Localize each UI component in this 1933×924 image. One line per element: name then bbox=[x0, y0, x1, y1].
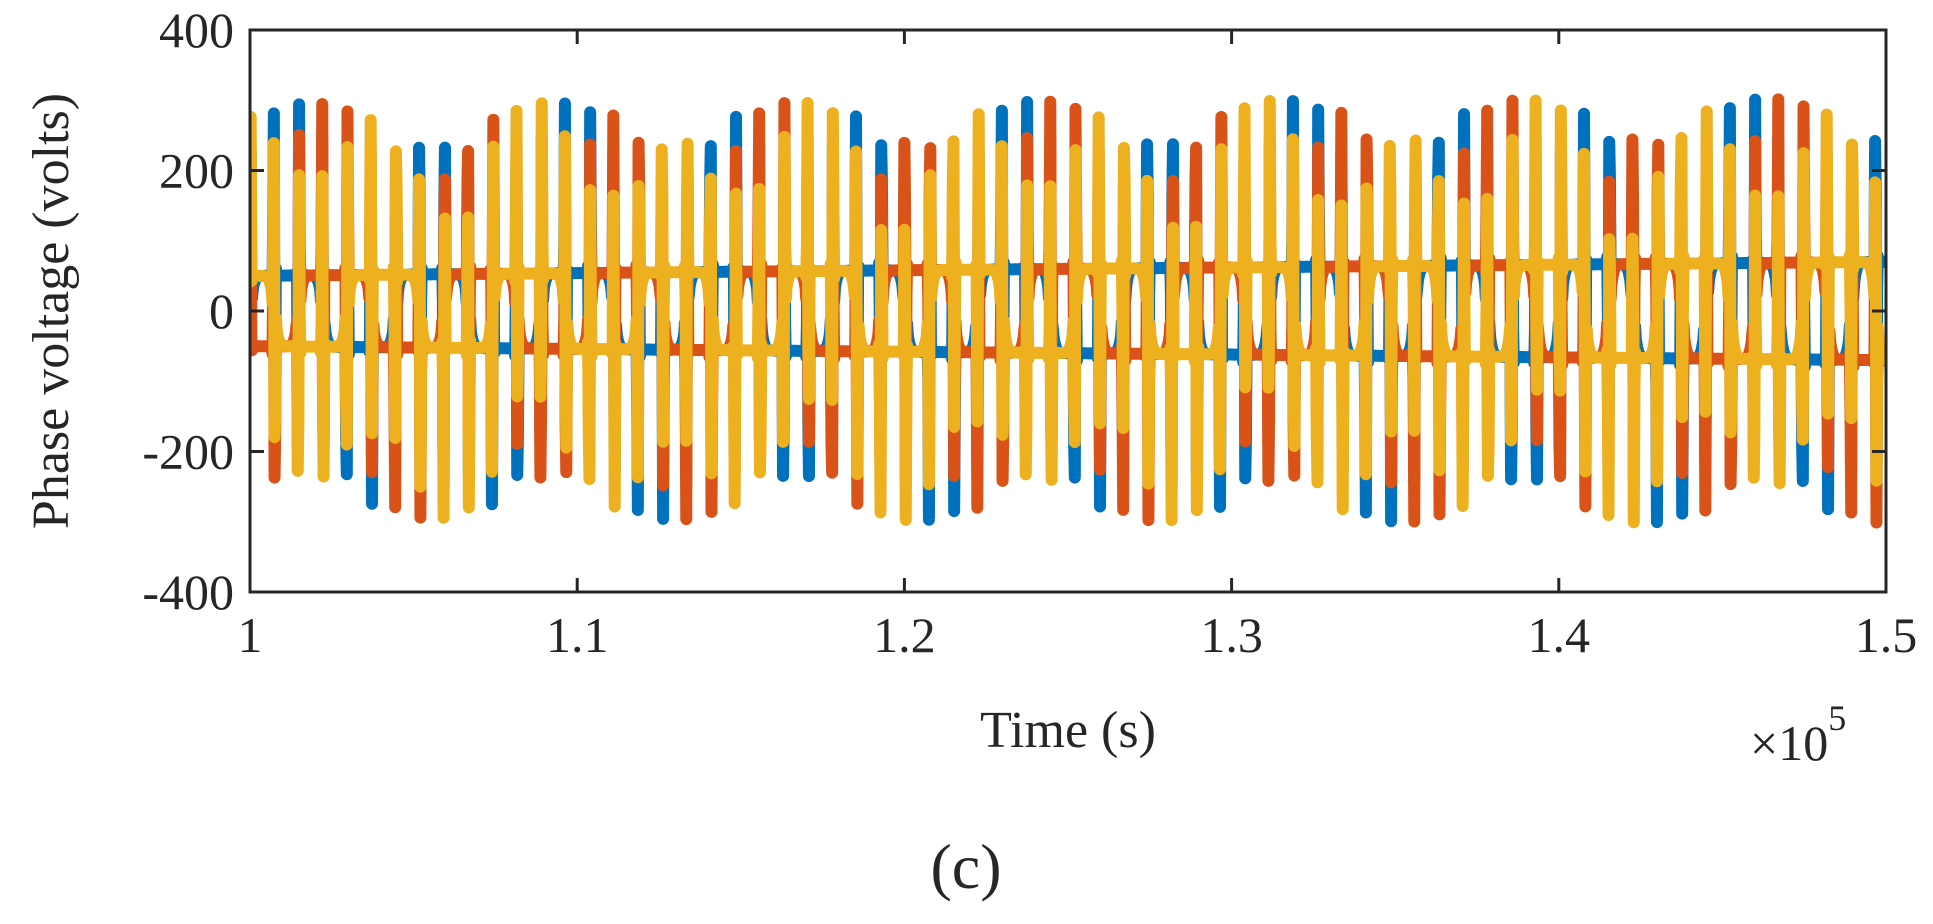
series-group bbox=[250, 93, 1886, 529]
x-tick-label-5: 1.5 bbox=[1855, 607, 1918, 663]
y-tick-label-3: -200 bbox=[142, 424, 234, 480]
x-tick-label-2: 1.2 bbox=[873, 607, 936, 663]
y-tick-label-1: 200 bbox=[159, 143, 234, 199]
y-tick-label-0: 400 bbox=[159, 2, 234, 58]
x-axis-multiplier: ×105 bbox=[1750, 698, 1846, 771]
x-tick-labels: 1 1.1 1.2 1.3 1.4 1.5 bbox=[238, 607, 1918, 663]
x-tick-label-4: 1.4 bbox=[1528, 607, 1591, 663]
x-tick-label-3: 1.3 bbox=[1200, 607, 1263, 663]
x-axis-label: Time (s) bbox=[980, 702, 1156, 759]
y-axis-label: Phase voltage (volts) bbox=[23, 93, 80, 529]
y-tick-labels: 400 200 0 -200 -400 bbox=[142, 2, 234, 620]
axes bbox=[248, 28, 1888, 594]
x-multiplier-base: ×10 bbox=[1750, 715, 1828, 771]
x-multiplier-exponent: 5 bbox=[1828, 698, 1846, 738]
x-tick-label-0: 1 bbox=[238, 607, 263, 663]
panel-label: (c) bbox=[930, 831, 1001, 902]
x-tick-label-1: 1.1 bbox=[546, 607, 609, 663]
y-tick-label-2: 0 bbox=[209, 283, 234, 339]
series-line-3 bbox=[250, 94, 1886, 529]
y-tick-label-4: -400 bbox=[142, 564, 234, 620]
